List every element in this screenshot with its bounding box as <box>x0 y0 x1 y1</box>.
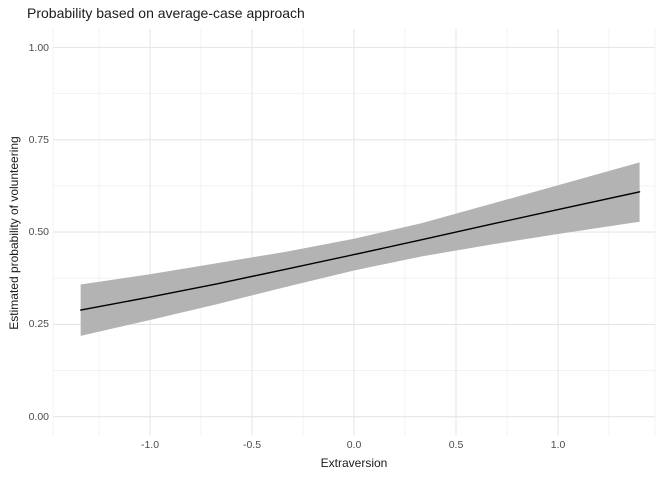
x-tick-label: -1.0 <box>140 439 160 451</box>
y-tick-label: 1.00 <box>28 41 49 54</box>
y-tick-label: 0.00 <box>28 410 49 423</box>
x-axis-title: Extraversion <box>320 456 388 470</box>
regression-line <box>79 191 641 311</box>
y-tick-label: 0.75 <box>28 133 49 146</box>
x-tick-label: 1.0 <box>550 439 566 451</box>
x-tick-label: 0.5 <box>448 439 464 451</box>
x-tick-label: 0.0 <box>346 439 362 451</box>
x-tick-label: -0.5 <box>242 439 262 451</box>
y-tick-label: 0.50 <box>28 226 49 239</box>
plot-title: Probability based on average-case approa… <box>27 5 305 21</box>
y-tick-label: 0.25 <box>28 318 49 331</box>
confidence-ribbon <box>80 162 640 336</box>
